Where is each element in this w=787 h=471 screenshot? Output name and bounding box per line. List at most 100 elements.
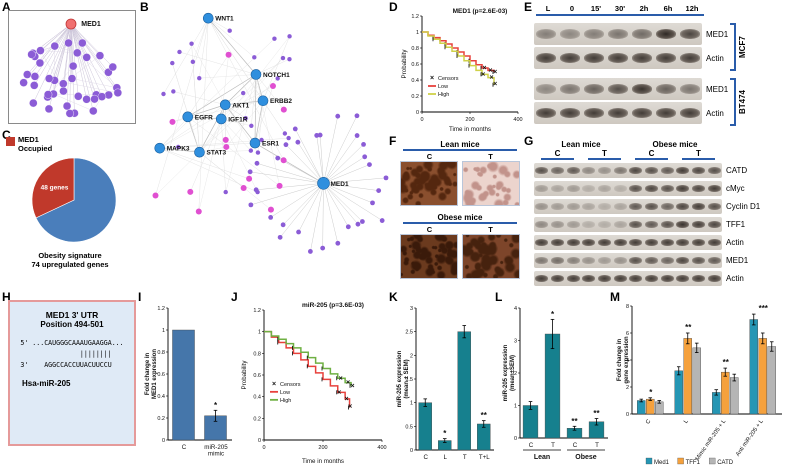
blot-lane xyxy=(606,78,630,100)
blot-band xyxy=(566,185,580,192)
blot-band xyxy=(676,239,690,246)
blot-lane xyxy=(581,217,597,232)
blot-lane xyxy=(675,163,691,178)
blot-band xyxy=(550,275,565,282)
med1-hub-label: MED1 xyxy=(81,21,101,28)
utr-title: MED1 3' UTR xyxy=(45,310,99,320)
blot-lane xyxy=(534,163,550,178)
blot-band xyxy=(629,257,643,264)
blot-lane xyxy=(565,253,581,268)
blot-lane xyxy=(597,253,613,268)
hub-node-akt1 xyxy=(219,99,231,111)
blot-lane xyxy=(550,199,566,214)
blot-band xyxy=(691,203,706,210)
blot-band xyxy=(691,239,706,246)
blot-lane xyxy=(659,217,675,232)
blot-lane xyxy=(628,253,644,268)
svg-text:0: 0 xyxy=(262,445,265,451)
panel-k-bar-leptin: 0 0.5 1 1.5 2 2.5 3 miR-205 expression(mean ± S… xyxy=(394,296,496,466)
blot-lane xyxy=(654,47,678,69)
ihc-tile-label: T xyxy=(488,152,493,161)
svg-text:C: C xyxy=(573,442,578,449)
blot-band xyxy=(535,203,549,210)
pie-caption: Obesity signature 74 upregulated genes xyxy=(31,250,109,270)
svg-text:Censors: Censors xyxy=(438,76,459,82)
hub-node-egfr xyxy=(182,111,194,123)
pairing-alignment: 5' ...CAUGGGCAAAUGAAGGA... |||||||| 3' A… xyxy=(20,339,124,370)
blot-band xyxy=(583,29,605,39)
blot-band xyxy=(597,275,612,282)
lane-label: 12h xyxy=(685,4,699,13)
panel-label-m: M xyxy=(610,290,620,304)
blot-lane xyxy=(691,235,707,250)
blot-band xyxy=(660,257,674,264)
svg-text:miR-205 (p=3.6E-03): miR-205 (p=3.6E-03) xyxy=(302,302,364,309)
blot-strip xyxy=(534,235,722,250)
svg-text:C: C xyxy=(424,454,429,461)
blot-row-label: Cyclin D1 xyxy=(726,202,761,211)
hub-label-akt1: AKT1 xyxy=(232,102,249,109)
ihc-image xyxy=(462,234,520,279)
svg-text:200: 200 xyxy=(318,445,327,451)
svg-text:C: C xyxy=(182,444,187,451)
svg-text:3: 3 xyxy=(514,339,517,345)
svg-text:1.2: 1.2 xyxy=(411,14,419,20)
blot-band xyxy=(644,239,659,246)
blot-band xyxy=(583,53,605,63)
blot-band xyxy=(566,257,580,264)
svg-text:**: ** xyxy=(593,409,600,418)
blot-lane xyxy=(582,78,606,100)
blot-row: Actin xyxy=(534,271,786,286)
blot-band xyxy=(629,203,643,210)
blot-band xyxy=(613,275,627,282)
svg-text:0: 0 xyxy=(514,436,517,442)
blot-lane xyxy=(534,23,558,45)
svg-text:2.5: 2.5 xyxy=(405,330,413,336)
panel-label-f: F xyxy=(389,134,397,148)
svg-text:0.6: 0.6 xyxy=(253,373,261,379)
blot-lane xyxy=(706,271,722,286)
ihc-tiles xyxy=(396,161,524,206)
blot-lane xyxy=(550,181,566,196)
svg-text:**: ** xyxy=(571,417,578,426)
blot-lane xyxy=(659,181,675,196)
pie-legend-swatch xyxy=(6,137,15,146)
blot-band xyxy=(566,221,580,228)
svg-text:400: 400 xyxy=(513,117,522,123)
blot-column-headers: Lean mice C T Obese mice C T xyxy=(534,140,722,160)
svg-text:Probability: Probability xyxy=(241,360,248,390)
blot-band xyxy=(629,239,643,246)
blot-band xyxy=(566,167,580,174)
panel-l-bar-mice: 0 1 2 3 4 miR-205 expression(mean±SEM) * ** ** C T… xyxy=(500,296,610,466)
svg-text:×: × xyxy=(348,403,352,410)
hub-node-med1 xyxy=(317,176,330,190)
blot-band xyxy=(655,84,677,94)
blot-lane xyxy=(534,253,550,268)
hub-label-igf1r: IGF1R xyxy=(228,116,247,123)
km-plot-med1: 0 0.2 0.4 0.6 0.8 1 1.2 0 200 400 Time in months Pr… xyxy=(401,8,523,133)
pie-chart: 48 genes xyxy=(31,157,117,243)
blot-band xyxy=(559,53,581,63)
network-a-canvas: MED1 xyxy=(19,18,123,118)
bar-chart-mir205-leptin: 0 0.5 1 1.5 2 2.5 3 miR-205 expression(mean ± S… xyxy=(397,306,494,461)
blot-lane xyxy=(534,78,558,100)
ihc-image xyxy=(462,161,520,206)
svg-text:Low: Low xyxy=(280,390,290,396)
column-group-title: Lean mice xyxy=(561,140,601,149)
blot-lane xyxy=(654,102,678,124)
blot-band xyxy=(660,203,674,210)
svg-text:200: 200 xyxy=(465,117,474,123)
blot-lane xyxy=(628,271,644,286)
blot-lane xyxy=(582,47,606,69)
panel-label-g: G xyxy=(524,134,534,148)
blot-lane xyxy=(706,181,722,196)
blot-lane xyxy=(597,235,613,250)
blot-row: Actin xyxy=(534,235,786,250)
hub-node-igf1r xyxy=(215,113,227,125)
blot-row: Actin xyxy=(534,47,728,69)
blot-band xyxy=(707,167,721,174)
blot-strip xyxy=(534,217,722,232)
svg-text:0: 0 xyxy=(420,117,423,123)
